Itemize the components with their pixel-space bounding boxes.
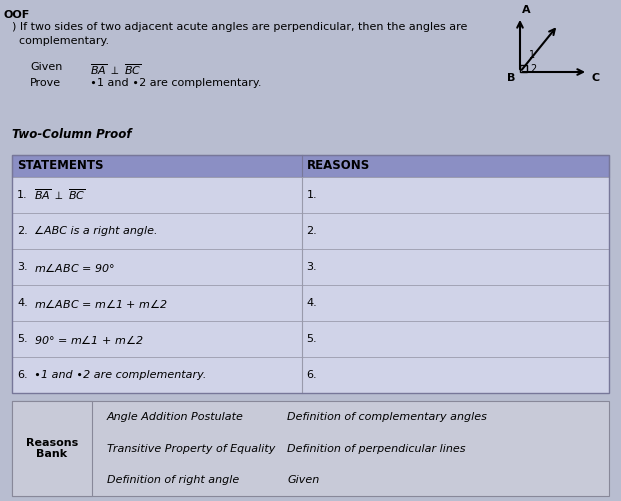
Text: Given: Given	[287, 475, 319, 485]
Bar	[12, 249, 609, 285]
Text: 2.: 2.	[17, 226, 28, 236]
Text: B: B	[507, 73, 515, 83]
Text: C: C	[591, 73, 599, 83]
Text: Definition of complementary angles: Definition of complementary angles	[287, 412, 487, 422]
Text: Angle Addition Postulate: Angle Addition Postulate	[107, 412, 244, 422]
Text: OOF: OOF	[3, 10, 29, 20]
Text: Reasons
Bank: Reasons Bank	[26, 438, 78, 459]
Text: ) If two sides of two adjacent acute angles are perpendicular, then the angles a: ) If two sides of two adjacent acute ang…	[12, 22, 468, 32]
Text: 90° = m$\angle$1 + m$\angle$2: 90° = m$\angle$1 + m$\angle$2	[34, 333, 143, 346]
Bar	[12, 285, 609, 321]
Text: 5.: 5.	[307, 334, 317, 344]
Text: Definition of right angle: Definition of right angle	[107, 475, 239, 485]
Text: 5.: 5.	[17, 334, 27, 344]
Text: Given: Given	[30, 62, 62, 72]
Text: $\overline{BA}$ $\perp$ $\overline{BC}$: $\overline{BA}$ $\perp$ $\overline{BC}$	[90, 62, 142, 77]
Text: $\overline{BA}$ $\perp$ $\overline{BC}$: $\overline{BA}$ $\perp$ $\overline{BC}$	[34, 188, 86, 202]
Text: ∙1 and ∙2 are complementary.: ∙1 and ∙2 are complementary.	[34, 370, 206, 380]
Text: A: A	[522, 5, 530, 15]
Bar	[12, 155, 609, 177]
Bar	[12, 155, 609, 393]
Text: 1.: 1.	[307, 190, 317, 200]
Text: ∠ABC is a right angle.: ∠ABC is a right angle.	[34, 226, 158, 236]
Text: STATEMENTS: STATEMENTS	[17, 159, 104, 172]
Text: 2: 2	[530, 64, 537, 74]
Text: 3.: 3.	[17, 262, 27, 272]
Text: 2.: 2.	[307, 226, 317, 236]
Text: m$\angle$ABC = m$\angle$1 + m$\angle$2: m$\angle$ABC = m$\angle$1 + m$\angle$2	[34, 297, 168, 310]
Text: ∙1 and ∙2 are complementary.: ∙1 and ∙2 are complementary.	[90, 78, 261, 88]
Text: 6.: 6.	[307, 370, 317, 380]
Text: Transitive Property of Equality: Transitive Property of Equality	[107, 443, 275, 453]
Bar	[520, 65, 527, 72]
Bar	[12, 401, 609, 496]
Text: 4.: 4.	[17, 298, 28, 308]
Text: 3.: 3.	[307, 262, 317, 272]
Bar	[12, 213, 609, 249]
Bar	[12, 177, 609, 213]
Text: Prove: Prove	[30, 78, 61, 88]
Bar	[12, 401, 92, 496]
Bar	[12, 321, 609, 357]
Text: Definition of perpendicular lines: Definition of perpendicular lines	[287, 443, 466, 453]
Text: m$\angle$ABC = 90°: m$\angle$ABC = 90°	[34, 261, 115, 274]
Text: Two-Column Proof: Two-Column Proof	[12, 128, 132, 141]
Text: REASONS: REASONS	[307, 159, 369, 172]
Text: 1.: 1.	[17, 190, 27, 200]
Text: 1: 1	[529, 50, 535, 60]
Bar	[12, 357, 609, 393]
Text: 4.: 4.	[307, 298, 317, 308]
Text: 6.: 6.	[17, 370, 27, 380]
Text: complementary.: complementary.	[12, 36, 109, 46]
